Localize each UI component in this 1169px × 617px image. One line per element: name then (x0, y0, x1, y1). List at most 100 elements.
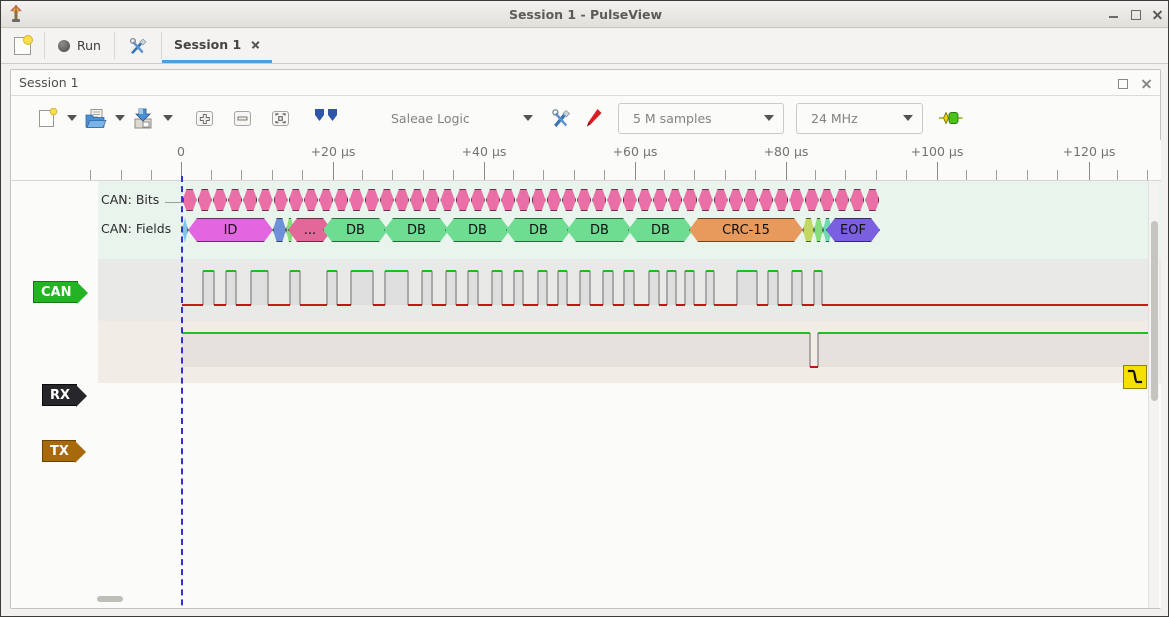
falling-edge-trigger-badge[interactable] (1123, 365, 1147, 389)
waveform-tx[interactable] (12, 321, 1161, 383)
can-bit-cell[interactable] (395, 189, 409, 211)
new-file-button[interactable] (33, 103, 63, 133)
can-bit-cell[interactable] (547, 189, 561, 211)
can-bit-cell[interactable] (850, 189, 864, 211)
vertical-scrollbar-thumb[interactable] (1151, 221, 1158, 401)
horizontal-scrollbar-thumb[interactable] (97, 596, 123, 602)
can-bit-cell[interactable] (638, 189, 652, 211)
can-bit-cell[interactable] (562, 189, 576, 211)
can-bit-cell[interactable] (501, 189, 515, 211)
time-ruler[interactable]: 0 +20 µs +40 µs +60 µs +80 µs +100 µs +120 µs (12, 140, 1161, 182)
can-bit-cell[interactable] (744, 189, 758, 211)
open-file-button[interactable] (81, 103, 111, 133)
new-session-button[interactable] (1, 28, 44, 63)
can-bit-cell[interactable] (425, 189, 439, 211)
can-field-crc-15[interactable]: CRC-15 (689, 218, 803, 242)
can-field-marker[interactable] (273, 218, 286, 242)
zoom-fit-button[interactable] (265, 103, 295, 133)
can-field-db[interactable]: DB (567, 218, 632, 242)
can-bit-cell[interactable] (410, 189, 424, 211)
can-bit-cell[interactable] (805, 189, 819, 211)
settings-button[interactable] (115, 28, 161, 63)
rx-band[interactable] (98, 259, 1161, 321)
channel-badge-rx[interactable]: RX (42, 384, 88, 407)
can-bit-cell[interactable] (304, 189, 318, 211)
trigger-probe-button[interactable] (578, 103, 608, 133)
can-field-eof[interactable]: EOF (826, 218, 880, 242)
can-field-db[interactable]: DB (384, 218, 449, 242)
can-bit-cell[interactable] (516, 189, 530, 211)
horizontal-scrollbar[interactable] (97, 595, 1147, 604)
channel-badge-tx[interactable]: TX (42, 440, 86, 463)
sample-rate-selector[interactable]: 24 MHz (796, 102, 923, 134)
sample-count-selector[interactable]: 5 M samples (618, 102, 784, 134)
can-bit-cell[interactable] (319, 189, 333, 211)
can-bit-cell[interactable] (274, 189, 288, 211)
run-button[interactable]: Run (45, 28, 114, 63)
can-bit-cell[interactable] (456, 189, 470, 211)
save-file-button[interactable] (129, 103, 159, 133)
can-bit-cell[interactable] (213, 189, 227, 211)
can-field-db[interactable]: DB (506, 218, 571, 242)
new-file-dropdown[interactable] (63, 103, 81, 133)
maximize-button[interactable] (1130, 9, 1141, 20)
can-field-marker[interactable] (814, 218, 823, 242)
decoder-row-can-bits[interactable]: CAN: Bits (88, 192, 159, 207)
can-bit-cell[interactable] (577, 189, 591, 211)
can-bit-cell[interactable] (334, 189, 348, 211)
can-bit-cell[interactable] (243, 189, 257, 211)
capture-state-button[interactable] (937, 103, 965, 133)
trigger-cursor[interactable] (181, 176, 183, 608)
can-bit-cell[interactable] (607, 189, 621, 211)
device-settings-button[interactable] (546, 103, 576, 133)
open-file-dropdown[interactable] (111, 103, 129, 133)
device-selector[interactable]: Saleae Logic (377, 103, 542, 134)
zoom-out-button[interactable] (227, 103, 257, 133)
can-bit-cell[interactable] (653, 189, 667, 211)
can-bit-cell[interactable] (698, 189, 712, 211)
can-bit-cell[interactable] (365, 189, 379, 211)
can-bit-cell[interactable] (198, 189, 212, 211)
can-bit-cell[interactable] (820, 189, 834, 211)
can-bit-cell[interactable] (471, 189, 485, 211)
can-field-id[interactable]: ID (188, 218, 273, 242)
can-bit-cell[interactable] (865, 189, 879, 211)
can-bit-cell[interactable] (835, 189, 849, 211)
can-field-db[interactable]: DB (323, 218, 388, 242)
can-bit-cell[interactable] (228, 189, 242, 211)
save-file-dropdown[interactable] (159, 103, 177, 133)
tab-session-1[interactable]: Session 1 (161, 28, 273, 63)
can-bit-cell[interactable] (592, 189, 606, 211)
can-field-db[interactable]: DB (445, 218, 510, 242)
waveform-rx[interactable] (12, 259, 1161, 321)
can-bit-cell[interactable] (440, 189, 454, 211)
vertical-scrollbar[interactable] (1148, 181, 1159, 608)
can-bit-cell[interactable] (683, 189, 697, 211)
can-bit-cell[interactable] (759, 189, 773, 211)
can-bit-cell[interactable] (714, 189, 728, 211)
close-icon[interactable] (251, 40, 260, 49)
can-bit-cell[interactable] (289, 189, 303, 211)
can-bit-cell[interactable] (789, 189, 803, 211)
close-button[interactable] (1152, 9, 1163, 20)
can-bit-cell[interactable] (183, 189, 197, 211)
minimize-button[interactable] (1108, 9, 1119, 20)
can-bit-cell[interactable] (258, 189, 272, 211)
can-bit-cell[interactable] (623, 189, 637, 211)
trace-canvas[interactable]: ID... DB DB DB DB DB DB CRC-15 EOF (12, 181, 1161, 608)
tx-band[interactable] (98, 321, 1161, 383)
zoom-in-button[interactable] (189, 103, 219, 133)
decoder-badge-can[interactable]: CAN (33, 281, 89, 304)
can-bit-cell[interactable] (486, 189, 500, 211)
can-field-marker[interactable] (803, 218, 814, 242)
close-icon[interactable] (1141, 78, 1152, 89)
can-bit-cell[interactable] (380, 189, 394, 211)
can-bit-cell[interactable] (774, 189, 788, 211)
can-bit-cell[interactable] (668, 189, 682, 211)
can-bit-cell[interactable] (349, 189, 363, 211)
show-cursors-button[interactable] (309, 103, 343, 133)
can-bit-cell[interactable] (729, 189, 743, 211)
restore-icon[interactable] (1117, 78, 1128, 89)
decoder-row-can-fields[interactable]: CAN: Fields (88, 221, 171, 236)
can-bit-cell[interactable] (532, 189, 546, 211)
